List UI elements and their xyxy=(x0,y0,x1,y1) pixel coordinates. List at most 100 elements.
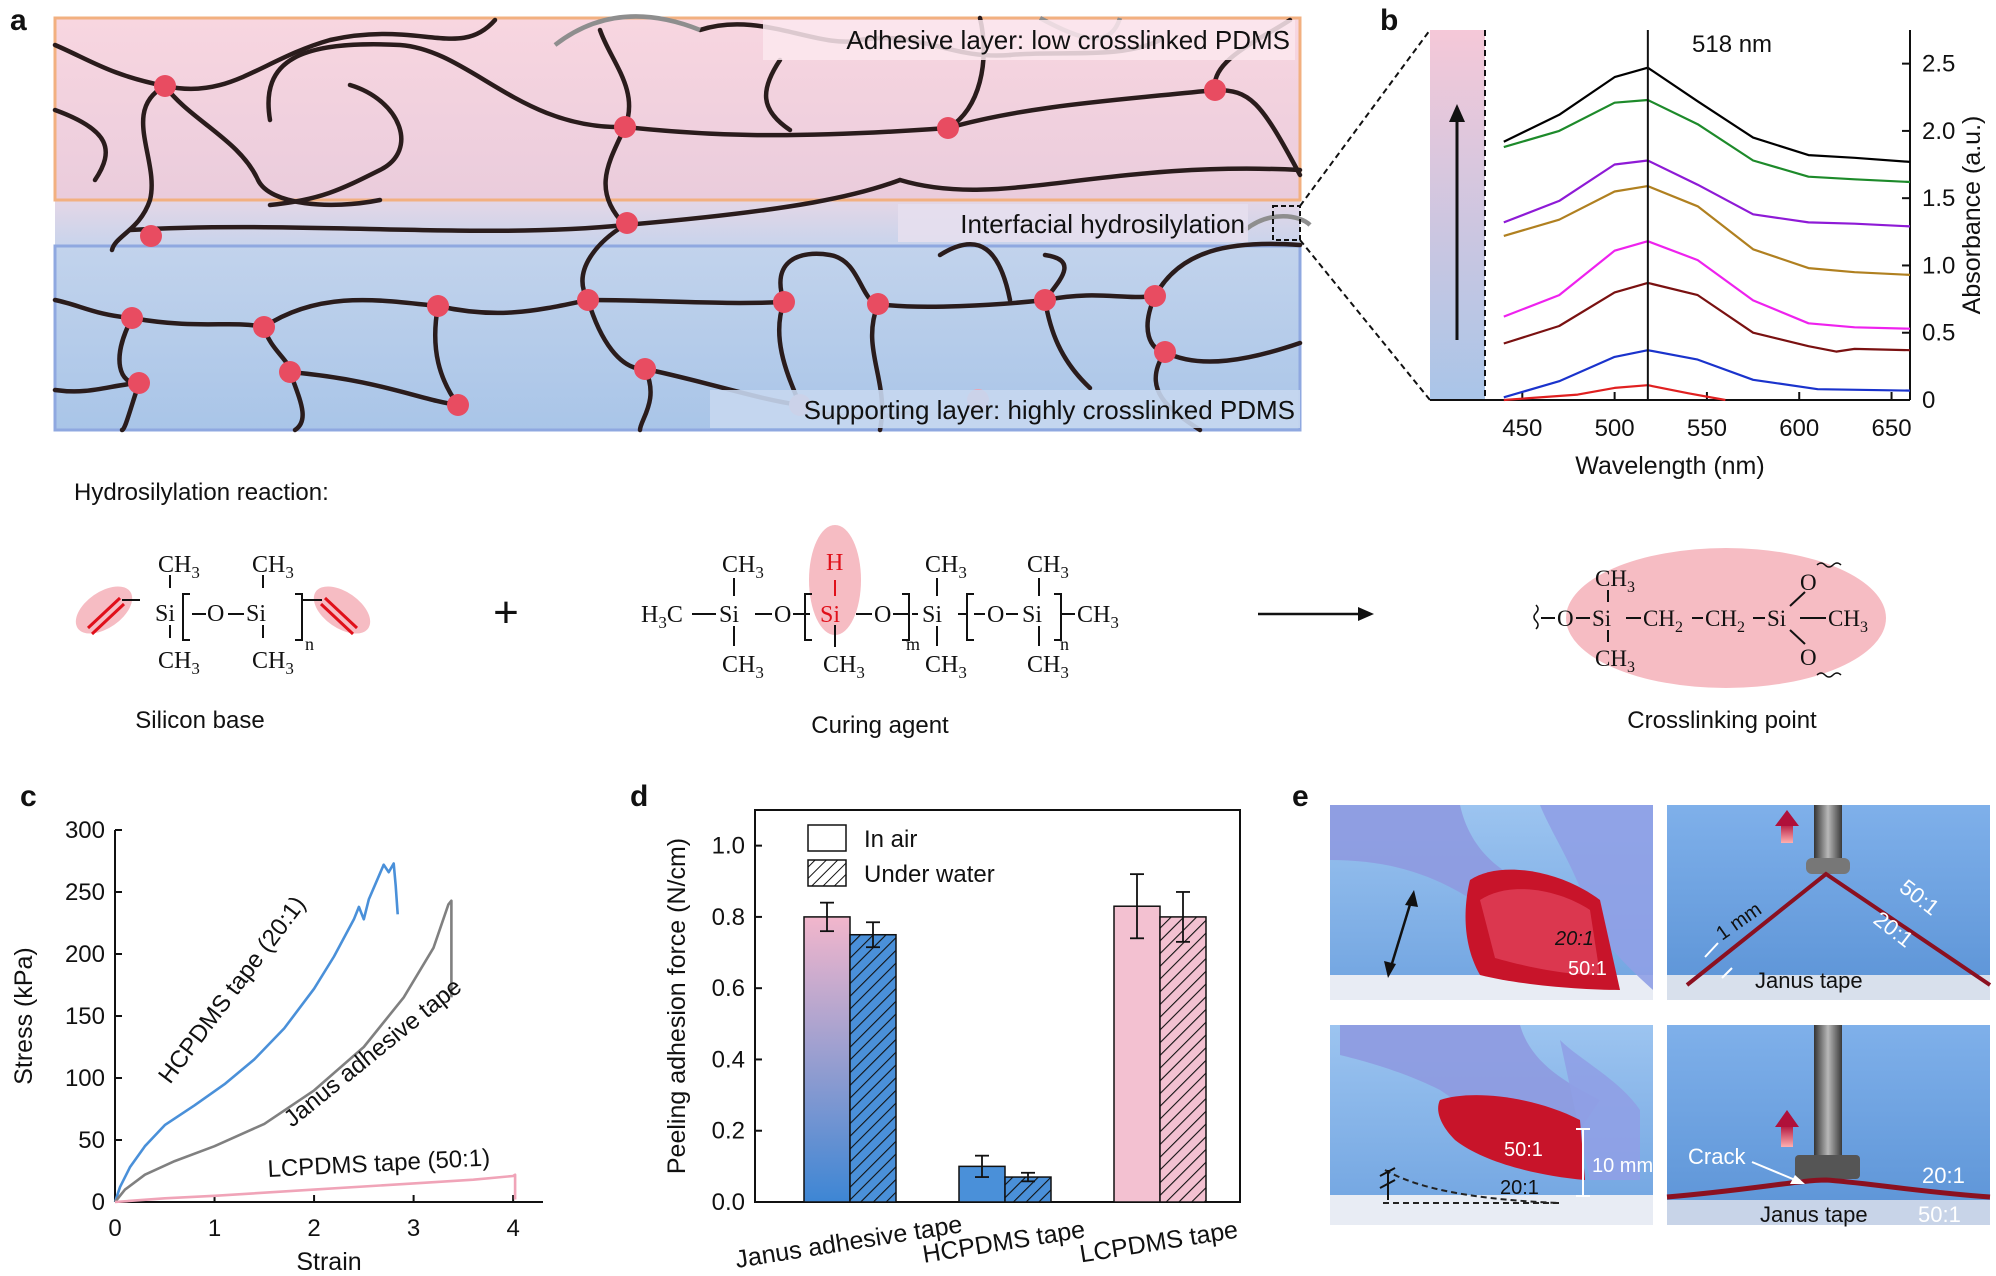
svg-text:Si: Si xyxy=(155,601,175,627)
interface-label: Interfacial hydrosilylation xyxy=(960,209,1245,239)
x-tick-label: 4 xyxy=(506,1215,519,1242)
photo-bending-bottom: 50:1 20:1 10 mm xyxy=(1330,1025,1653,1225)
svg-text:Si: Si xyxy=(1022,602,1042,628)
panel-d: d 0.0 0.2 0.4 0.6 0.8 1.0 Peeling adhesion for… xyxy=(630,780,1241,1274)
legend-swatch-air xyxy=(807,824,847,852)
photo-bending-top: 20:1 50:1 xyxy=(1330,805,1653,1000)
supporting-layer-label: Supporting layer: highly crosslinked PDM… xyxy=(804,395,1295,425)
reaction-title: Hydrosilylation reaction: xyxy=(74,479,329,506)
spectrum-line-6 xyxy=(1503,159,1911,228)
supporting-label-bg xyxy=(710,390,1300,428)
panel-label-a: a xyxy=(10,4,27,37)
crosslink-point xyxy=(121,307,143,329)
absorbance-chart: 450 500 550 600 650 0 0.5 1.0 1.5 2.0 2.5 Wavelengt… xyxy=(1430,30,1986,480)
p4-top-ratio: 20:1 xyxy=(1922,1163,1965,1188)
crosslink-point xyxy=(154,75,176,97)
svg-text:CH3: CH3 xyxy=(1828,606,1868,636)
svg-text:CH3: CH3 xyxy=(823,652,865,682)
adhesive-label-bg xyxy=(763,20,1295,60)
crosslinking-point-caption: Crosslinking point xyxy=(1627,707,1817,734)
subscript-m: m xyxy=(906,634,920,654)
crosslink-point xyxy=(634,358,656,380)
svg-text:O: O xyxy=(987,602,1004,628)
svg-text:O: O xyxy=(1800,570,1817,595)
y-axis-label: Absorbance (a.u.) xyxy=(1958,116,1986,315)
stress-strain-chart: 0 1 2 3 4 0 50 100 150 200 250 300 Strain Stress (kPa… xyxy=(10,817,543,1276)
svg-text:Si: Si xyxy=(246,601,266,627)
p3-dimension: 10 mm xyxy=(1592,1155,1653,1177)
crosslink-points xyxy=(121,75,1226,416)
legend-label-water: Under water xyxy=(864,861,995,888)
y-tick-label: 0.2 xyxy=(712,1118,745,1145)
y-tick-label: 1.5 xyxy=(1922,185,1955,212)
crosslink-point xyxy=(447,394,469,416)
y-tick-label: 1.0 xyxy=(1922,252,1955,279)
crosslink-point xyxy=(1154,341,1176,363)
y-tick-label: 1.0 xyxy=(712,833,745,860)
stress-curve-0 xyxy=(113,862,399,1203)
svg-text:O: O xyxy=(207,601,224,627)
crosslinking-point-structure: O Si CH2 CH2 Si CH3 CH3 CH3 O O xyxy=(1533,548,1886,688)
spectrum-line-2 xyxy=(1503,349,1911,399)
svg-text:CH3: CH3 xyxy=(158,648,200,678)
panel-a: a xyxy=(10,4,1431,433)
panel-c: c 0 1 2 3 4 0 50 100 150 200 250 300 Strain Stress (k… xyxy=(10,780,543,1276)
zoom-box xyxy=(1272,205,1301,241)
y-tick-label: 2.0 xyxy=(1922,118,1955,145)
silicon-base-structure: Si O Si CH3 CH3 CH3 CH3 n xyxy=(75,552,371,678)
svg-text:O: O xyxy=(1557,606,1574,631)
x-tick-label: 600 xyxy=(1779,415,1819,442)
interface-label-bg xyxy=(898,204,1248,242)
x-tick-label: 0 xyxy=(108,1215,121,1242)
p4-bottom-ratio: 50:1 xyxy=(1918,1202,1961,1227)
legend-swatch-water xyxy=(807,859,847,887)
hydride-h: H xyxy=(826,550,843,576)
svg-text:CH3: CH3 xyxy=(925,652,967,682)
y-tick-label: 0.8 xyxy=(712,904,745,931)
svg-text:CH3: CH3 xyxy=(158,552,200,582)
svg-text:CH3: CH3 xyxy=(1595,646,1635,676)
y-axis-label: Stress (kPa) xyxy=(10,947,38,1085)
crosslink-point xyxy=(128,372,150,394)
panel-label-c: c xyxy=(20,780,37,813)
svg-text:CH3: CH3 xyxy=(722,652,764,682)
svg-text:CH3: CH3 xyxy=(252,648,294,678)
panel-b: b 450 500 550 600 650 0 0.5 1.0 1.5 2.0 2.5 Wavelen… xyxy=(1380,4,1986,480)
plus-sign: + xyxy=(493,588,519,637)
zoom-line-bottom xyxy=(1299,239,1431,401)
svg-text:CH3: CH3 xyxy=(1027,552,1069,582)
y-tick-label: 300 xyxy=(65,817,105,844)
p1-bottom-ratio: 50:1 xyxy=(1568,958,1607,980)
spectrum-line-1 xyxy=(1503,384,1726,402)
panel-label-d: d xyxy=(630,780,648,813)
crosslink-point xyxy=(279,361,301,383)
panel-label-b: b xyxy=(1380,4,1398,37)
crosslink-point xyxy=(427,295,449,317)
y-tick-label: 0 xyxy=(92,1189,105,1216)
increase-arrow-head xyxy=(1449,104,1465,122)
peak-label: 518 nm xyxy=(1692,31,1772,58)
curing-agent-structure: H3C xyxy=(641,525,1119,682)
annotation-lcpdms: LCPDMS tape (50:1) xyxy=(267,1144,491,1183)
svg-text:CH2: CH2 xyxy=(1643,606,1683,636)
x-tick-label: 2 xyxy=(307,1215,320,1242)
x-tick-label: 500 xyxy=(1595,415,1635,442)
spectrum-line-3 xyxy=(1503,281,1911,353)
y-axis-label: Peeling adhesion force (N/cm) xyxy=(663,838,691,1174)
adhesive-layer-label: Adhesive layer: low crosslinked PDMS xyxy=(846,25,1290,55)
svg-text:Si: Si xyxy=(922,602,942,628)
svg-text:Si: Si xyxy=(1767,606,1786,631)
reaction-scheme: Hydrosilylation reaction: xyxy=(74,479,1886,739)
x-category-label: LCPDMS tape xyxy=(1078,1216,1240,1269)
y-tick-label: 2.5 xyxy=(1922,51,1955,78)
curing-agent-caption: Curing agent xyxy=(811,712,949,739)
p1-top-ratio: 20:1 xyxy=(1554,928,1594,950)
photo-stretch-bottom: Crack 20:1 50:1 Janus tape xyxy=(1666,1025,1991,1227)
svg-text:CH3: CH3 xyxy=(925,552,967,582)
crosslink-point xyxy=(773,291,795,313)
svg-text:Si: Si xyxy=(1592,606,1611,631)
crosslink-point xyxy=(140,225,162,247)
p3-top-ratio: 50:1 xyxy=(1504,1139,1543,1161)
crosslink-point xyxy=(614,116,636,138)
p3-bottom-ratio: 20:1 xyxy=(1500,1177,1539,1199)
